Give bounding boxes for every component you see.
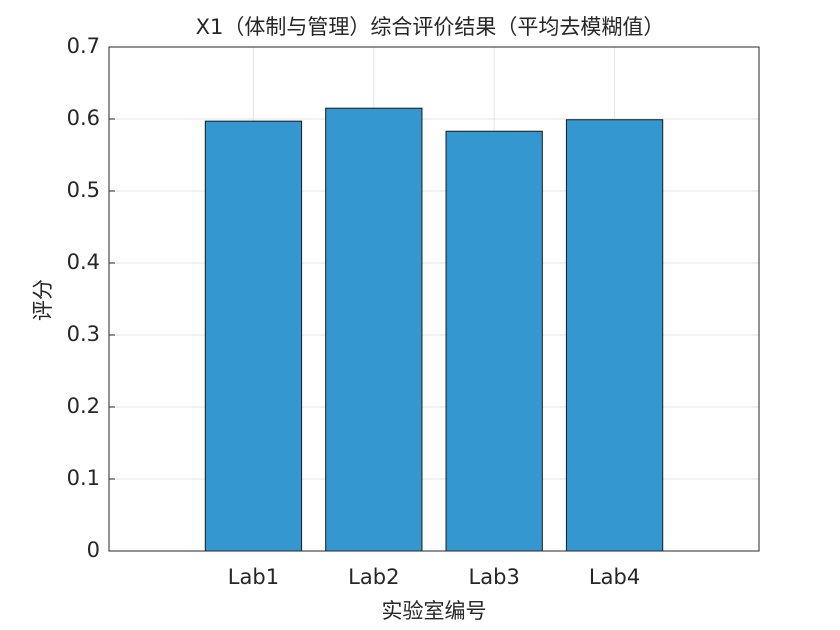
- y-tick-label: 0.1: [67, 466, 100, 490]
- y-tick-label: 0.7: [67, 34, 100, 58]
- plot-frame: [108, 46, 760, 552]
- y-tick-label: 0.3: [67, 322, 100, 346]
- x-tick-label: Lab2: [348, 565, 399, 589]
- bar: [325, 107, 423, 552]
- y-tick-label: 0.6: [67, 106, 100, 130]
- y-tick-label: 0.4: [67, 250, 100, 274]
- bar: [445, 130, 543, 552]
- x-tick-label: Lab4: [589, 565, 640, 589]
- x-tick-label: Lab3: [469, 565, 520, 589]
- x-axis-label: 实验室编号: [382, 599, 487, 623]
- bar: [565, 119, 664, 552]
- bar: [204, 120, 303, 552]
- y-tick-label: 0: [87, 538, 100, 562]
- y-tick-label: 0.5: [67, 178, 100, 202]
- chart-title: X1（体制与管理）综合评价结果（平均去模糊值）: [196, 15, 665, 39]
- y-axis-label: 评分: [31, 279, 55, 321]
- y-tick-label: 0.2: [67, 394, 100, 418]
- x-tick-label: Lab1: [228, 565, 279, 589]
